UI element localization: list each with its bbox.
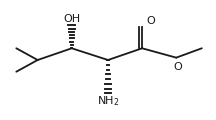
Text: OH: OH bbox=[63, 14, 80, 24]
Text: O: O bbox=[173, 62, 182, 72]
Text: NH$_2$: NH$_2$ bbox=[97, 95, 119, 108]
Text: O: O bbox=[146, 16, 155, 26]
